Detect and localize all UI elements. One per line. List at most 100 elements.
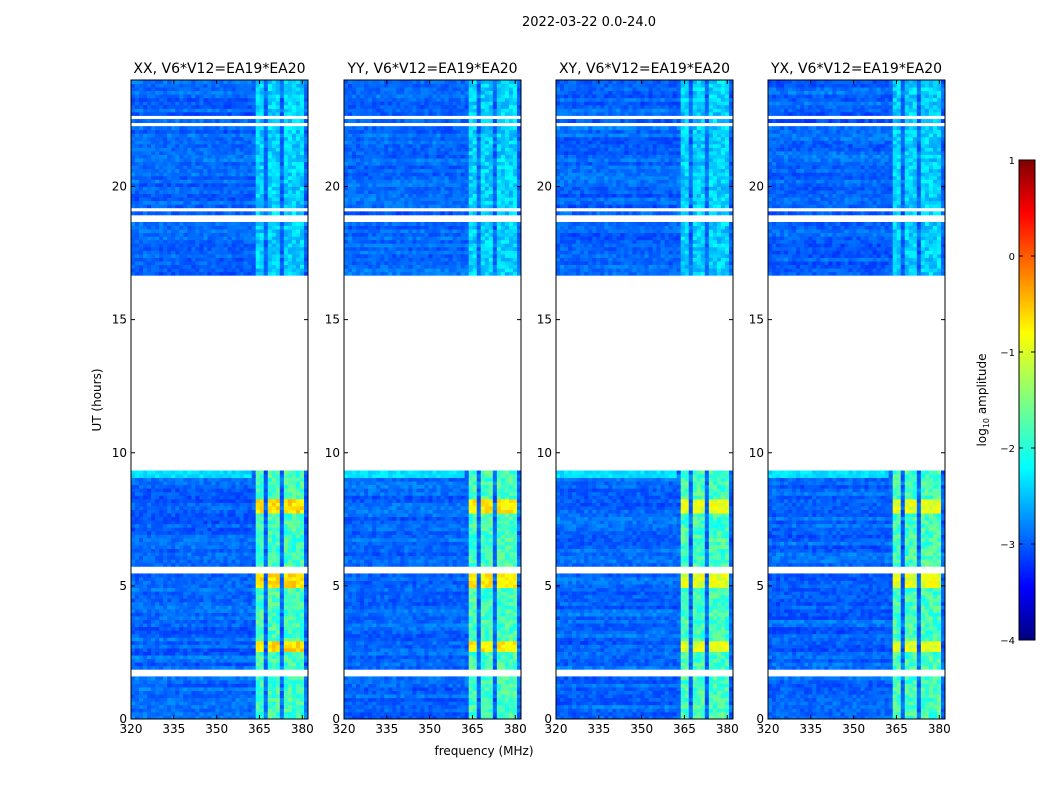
heatmap-cell [248, 623, 252, 627]
heatmap-cell [155, 627, 159, 631]
heatmap-cell [264, 502, 268, 506]
heatmap-cell [155, 534, 159, 538]
heatmap-cell [236, 545, 240, 549]
heatmap-cell [264, 634, 268, 638]
heatmap-cell [151, 552, 155, 556]
heatmap-cell [280, 701, 284, 705]
heatmap-cell [155, 637, 159, 641]
heatmap-cell [131, 676, 135, 680]
heatmap-cell [159, 623, 163, 627]
heatmap-cell [215, 705, 219, 709]
heatmap-cell [276, 609, 280, 613]
heatmap-cell [288, 556, 292, 560]
heatmap-cell [195, 652, 199, 656]
spectrogram-figure: 2022-03-22 0.0-24.0 XX, V6*V12=EA19*EA20… [0, 0, 1050, 800]
heatmap-cell [268, 534, 272, 538]
heatmap-cell [195, 687, 199, 691]
heatmap-cell [288, 485, 292, 489]
heatmap-cell [284, 549, 288, 553]
heatmap-cell [143, 701, 147, 705]
heatmap-cell [292, 581, 296, 585]
heatmap-cell [187, 641, 191, 645]
heatmap-cell [224, 552, 228, 556]
heatmap-cell [264, 609, 268, 613]
heatmap-cell [195, 705, 199, 709]
heatmap-cell [224, 559, 228, 563]
heatmap-cell [220, 609, 224, 613]
heatmap-cell [203, 655, 207, 659]
heatmap-cell [191, 552, 195, 556]
heatmap-cell [155, 684, 159, 688]
heatmap-cell [155, 687, 159, 691]
heatmap-cell [191, 712, 195, 716]
heatmap-cell [276, 623, 280, 627]
heatmap-cell [155, 609, 159, 613]
heatmap-cell [272, 627, 276, 631]
heatmap-cell [195, 623, 199, 627]
heatmap-cell [264, 662, 268, 666]
heatmap-cell [171, 524, 175, 528]
heatmap-cell [256, 524, 260, 528]
heatmap-cell [187, 698, 191, 702]
heatmap-cell [280, 531, 284, 535]
heatmap-cell [155, 573, 159, 577]
heatmap-cell [147, 524, 151, 528]
heatmap-cell [207, 630, 211, 634]
heatmap-cell [268, 485, 272, 489]
heatmap-cell [151, 698, 155, 702]
heatmap-cell [300, 556, 304, 560]
heatmap-cell [260, 581, 264, 585]
heatmap-cell [264, 485, 268, 489]
heatmap-cell [171, 623, 175, 627]
heatmap-cell [155, 616, 159, 620]
heatmap-cell [248, 510, 252, 514]
heatmap-cell [163, 534, 167, 538]
heatmap-cell [288, 524, 292, 528]
heatmap-cell [175, 520, 179, 524]
heatmap-cell [268, 591, 272, 595]
heatmap-cell [167, 613, 171, 617]
heatmap-cell [167, 534, 171, 538]
heatmap-cell [163, 687, 167, 691]
heatmap-cell [215, 531, 219, 535]
heatmap-cell [167, 609, 171, 613]
heatmap-cell [264, 701, 268, 705]
heatmap-cell [159, 527, 163, 531]
heatmap-cell [163, 609, 167, 613]
heatmap-cell [131, 712, 135, 716]
heatmap-cell [248, 659, 252, 663]
heatmap-cell [203, 556, 207, 560]
heatmap-cell [224, 545, 228, 549]
heatmap-cell [280, 545, 284, 549]
heatmap-cell [191, 602, 195, 606]
heatmap-cell [264, 684, 268, 688]
heatmap-cell [211, 559, 215, 563]
heatmap-cell [143, 662, 147, 666]
heatmap-cell [147, 573, 151, 577]
heatmap-cell [248, 542, 252, 546]
heatmap-cell [288, 623, 292, 627]
heatmap-cell [292, 595, 296, 599]
heatmap-cell [155, 680, 159, 684]
heatmap-cell [215, 595, 219, 599]
heatmap-cell [191, 524, 195, 528]
heatmap-cell [256, 584, 260, 588]
heatmap-cell [292, 538, 296, 542]
heatmap-cell [280, 563, 284, 567]
heatmap-cell [220, 573, 224, 577]
heatmap-cell [284, 648, 288, 652]
heatmap-cell [171, 705, 175, 709]
heatmap-cell [159, 676, 163, 680]
heatmap-cell [300, 634, 304, 638]
heatmap-cell [159, 506, 163, 510]
heatmap-cell [228, 648, 232, 652]
heatmap-cell [256, 591, 260, 595]
heatmap-cell [151, 620, 155, 624]
heatmap-cell [284, 602, 288, 606]
heatmap-cell [268, 637, 272, 641]
heatmap-cell [195, 559, 199, 563]
heatmap-cell [171, 492, 175, 496]
heatmap-cell [296, 591, 300, 595]
heatmap-cell [175, 534, 179, 538]
heatmap-cell [207, 687, 211, 691]
